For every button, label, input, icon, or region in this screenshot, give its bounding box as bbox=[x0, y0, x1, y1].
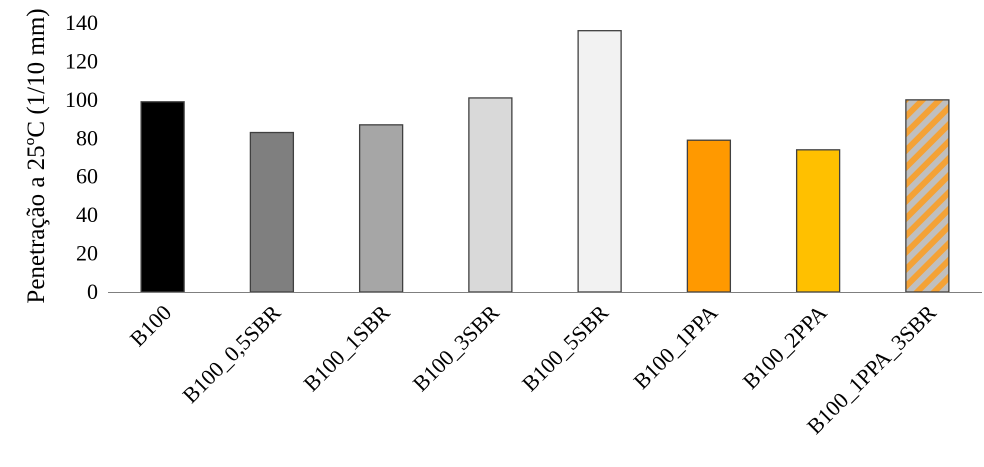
bar-b100-1ppa-3sbr bbox=[905, 99, 950, 293]
y-tick-label: 40 bbox=[76, 202, 98, 227]
y-axis: 0 20 40 60 80 100 120 140 bbox=[65, 10, 98, 304]
y-tick-label: 140 bbox=[65, 10, 98, 35]
bar-b100-5sbr bbox=[577, 30, 622, 293]
x-tick-label: B100 bbox=[125, 300, 176, 351]
x-tick-label: B100_1SBR bbox=[298, 300, 395, 397]
y-tick-label: 0 bbox=[87, 279, 98, 304]
y-tick-label: 20 bbox=[76, 241, 98, 266]
bar-b100-2ppa bbox=[795, 149, 841, 293]
x-tick-label: B100_1PPA bbox=[628, 300, 722, 394]
y-tick-label: 60 bbox=[76, 164, 98, 189]
bar-b100-1sbr bbox=[358, 124, 404, 293]
bar-b100-3sbr bbox=[468, 97, 513, 293]
y-axis-title: Penetração a 25ºC (1/10 mm) bbox=[23, 8, 50, 303]
y-tick-label: 80 bbox=[76, 125, 98, 150]
x-tick-label: B100_3SBR bbox=[408, 300, 505, 397]
x-axis: B100 B100_0,5SBR B100_1SBR B100_3SBR B100_5S… bbox=[125, 300, 941, 439]
bar-b100 bbox=[140, 101, 185, 293]
bars-group bbox=[140, 30, 950, 293]
x-tick-label: B100_0,5SBR bbox=[177, 300, 285, 408]
bar-b100-1ppa bbox=[686, 139, 732, 293]
y-tick-label: 120 bbox=[65, 48, 98, 73]
bar-b100-0-5sbr bbox=[249, 131, 295, 293]
x-tick-label: B100_5SBR bbox=[517, 300, 614, 397]
x-tick-label: B100_2PPA bbox=[738, 300, 832, 394]
y-tick-label: 100 bbox=[65, 87, 98, 112]
